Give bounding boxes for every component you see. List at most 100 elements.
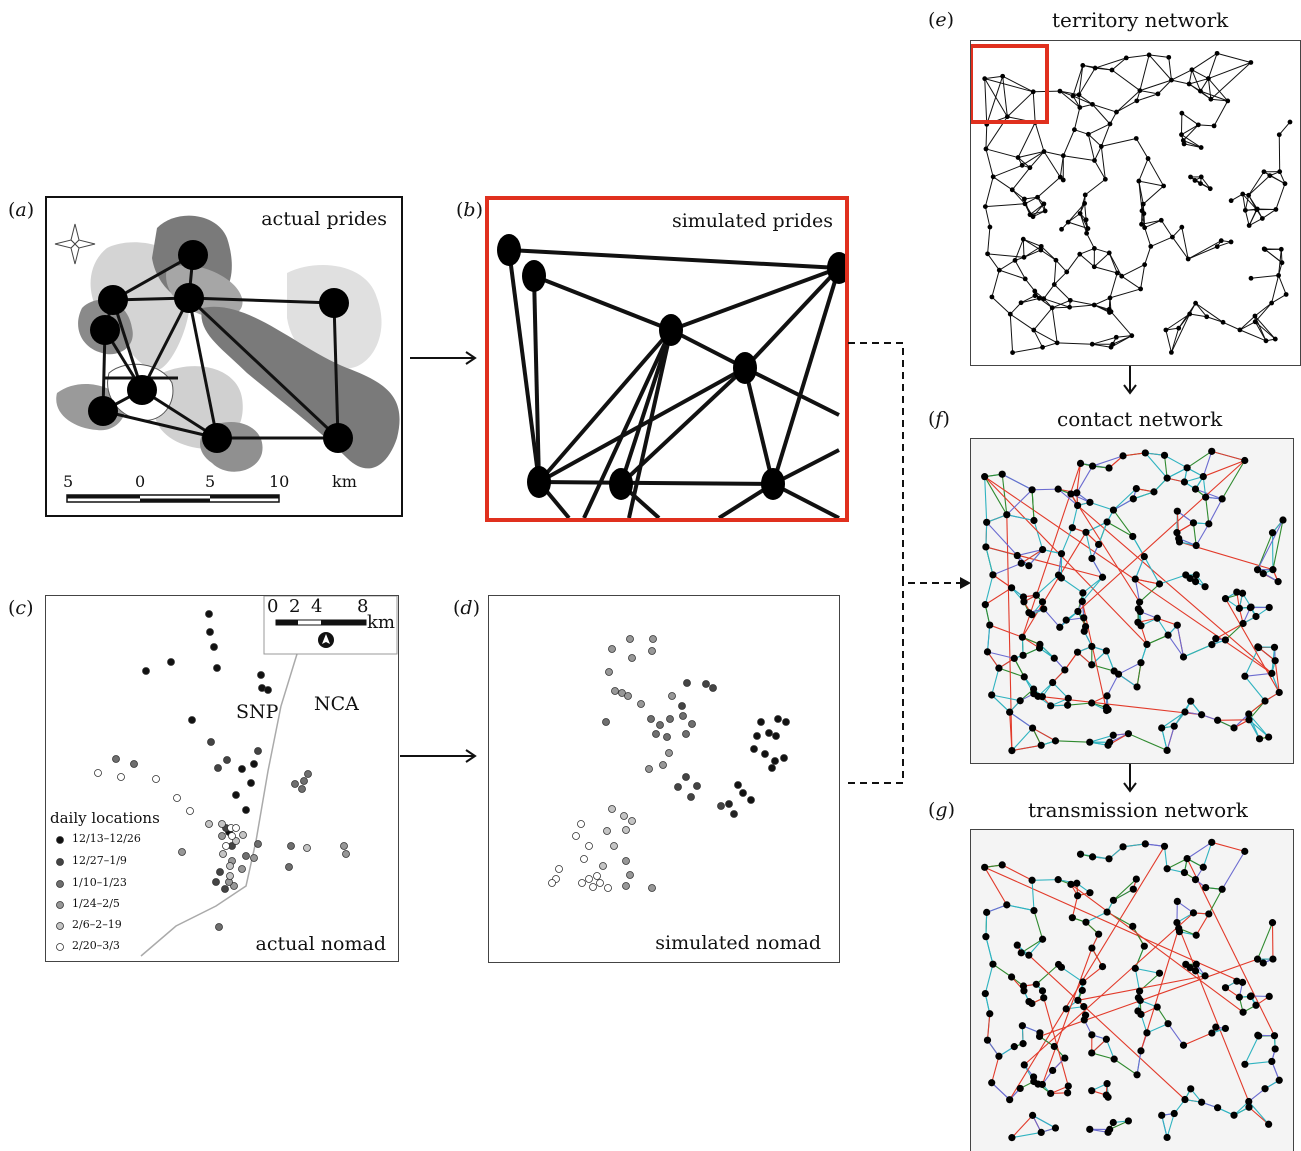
- network-edge: [1144, 219, 1162, 229]
- network-node: [1040, 605, 1048, 613]
- network-edge: [1242, 193, 1257, 210]
- network-node: [981, 863, 989, 871]
- network-node: [1158, 724, 1166, 732]
- network-edge: [989, 624, 1023, 638]
- network-edge: [1167, 634, 1184, 658]
- network-node: [1241, 847, 1249, 855]
- scale-tick: 10: [269, 472, 290, 491]
- network-node: [1019, 1040, 1027, 1048]
- network-edge: [1034, 122, 1045, 152]
- network-edge: [986, 76, 1004, 125]
- network-node: [1085, 226, 1091, 231]
- network-node: [1095, 930, 1103, 938]
- network-node: [983, 518, 991, 526]
- network-node: [1265, 992, 1273, 1001]
- network-edge: [1062, 129, 1075, 156]
- network-edge: [1186, 450, 1213, 469]
- network-edge: [986, 625, 991, 652]
- network-edge: [1032, 879, 1059, 881]
- network-edge: [1085, 521, 1108, 533]
- network-edge: [1043, 997, 1069, 1087]
- arrow-c-to-d: [400, 749, 477, 763]
- network-node: [1192, 960, 1200, 968]
- network-edge: [1101, 137, 1137, 147]
- network-edge: [1113, 888, 1134, 901]
- network-edge: [991, 1082, 1011, 1101]
- network-node: [1170, 722, 1178, 730]
- network-edge: [1053, 284, 1071, 301]
- panel-f-title: contact network: [1057, 407, 1223, 431]
- network-node: [1132, 484, 1140, 493]
- network-edge: [999, 269, 1026, 280]
- network-edge: [1081, 576, 1103, 602]
- network-edge: [1108, 252, 1123, 277]
- network-node: [1077, 251, 1083, 257]
- network-edge: [1278, 275, 1287, 295]
- network-edge: [984, 78, 988, 125]
- network-node: [1009, 187, 1015, 193]
- network-edge: [992, 176, 1013, 191]
- network-node: [1163, 746, 1171, 755]
- network-node: [1010, 654, 1018, 662]
- network-node: [1153, 614, 1161, 622]
- network-node: [1143, 640, 1151, 649]
- pride-node: [522, 260, 546, 292]
- network-edge: [1007, 91, 1034, 118]
- network-node: [1181, 1095, 1189, 1104]
- network-edge: [1135, 138, 1149, 159]
- network-node: [1016, 697, 1024, 705]
- network-edge: [1001, 864, 1033, 881]
- network-node: [1105, 464, 1113, 472]
- network-edge: [1202, 451, 1213, 477]
- network-node: [989, 294, 995, 300]
- network-edge: [1023, 912, 1194, 1066]
- network-edge: [1167, 1023, 1184, 1046]
- network-node: [1208, 447, 1216, 455]
- network-edge: [1138, 180, 1164, 187]
- network-edge: [1087, 134, 1095, 161]
- network-node: [1082, 192, 1088, 198]
- network-edge: [985, 124, 988, 149]
- network-edge: [1011, 727, 1034, 751]
- network-edge: [1248, 218, 1263, 226]
- network-edge: [1128, 733, 1168, 751]
- panel-a-frame: actual prides 5 0 5 10 km: [45, 196, 403, 517]
- network-edge: [1257, 532, 1274, 570]
- network-node: [1057, 550, 1066, 558]
- network-node: [1004, 114, 1010, 120]
- network-node: [1041, 296, 1047, 302]
- network-node: [1180, 138, 1186, 143]
- scale-tick: 0: [135, 472, 146, 491]
- network-node: [1041, 201, 1047, 207]
- network-node: [1254, 1031, 1262, 1039]
- network-edge: [984, 476, 1273, 674]
- legend-label: 12/13–12/26: [72, 832, 141, 845]
- network-node: [1179, 224, 1185, 230]
- network-node: [1137, 622, 1145, 630]
- scale-bar: [66, 494, 280, 503]
- network-node: [1259, 570, 1267, 578]
- panel-f-label: (f): [928, 408, 950, 430]
- network-edge: [1032, 488, 1059, 491]
- network-edge: [1043, 298, 1070, 308]
- network-node: [1076, 459, 1085, 467]
- network-node: [1221, 1024, 1230, 1033]
- network-node: [1163, 327, 1169, 333]
- network-edge: [1189, 313, 1207, 318]
- network-node: [1077, 211, 1083, 216]
- network-node: [1198, 174, 1204, 180]
- network-node: [1145, 156, 1151, 161]
- network-edge: [1009, 711, 1033, 729]
- network-node: [1191, 577, 1200, 586]
- network-edge: [1221, 851, 1246, 890]
- network-node: [982, 933, 990, 941]
- network-node: [1039, 935, 1047, 943]
- network-node: [1267, 173, 1273, 179]
- network-node: [1269, 566, 1277, 574]
- network-node: [1137, 659, 1145, 667]
- network-node: [1278, 246, 1284, 252]
- pride-node: [733, 352, 757, 384]
- network-node: [1245, 1097, 1253, 1106]
- panel-g-frame: [970, 829, 1294, 1151]
- network-edge: [1006, 514, 1035, 522]
